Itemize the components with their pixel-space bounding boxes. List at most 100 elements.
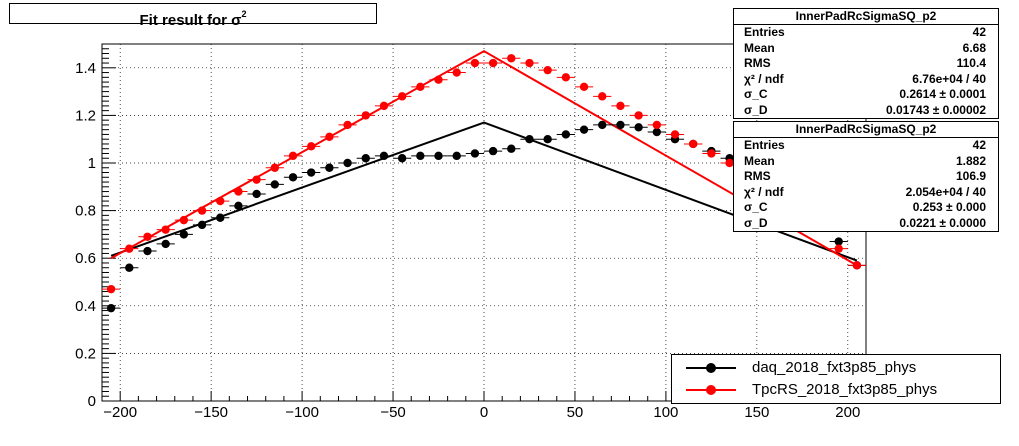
data-point	[416, 151, 425, 161]
data-point	[634, 111, 643, 120]
stats-value: 6.76e+04 / 40	[912, 71, 986, 86]
legend-entry-tpcrs: TpcRS_2018_fxt3p85_phys	[682, 379, 937, 401]
data-point	[561, 130, 571, 139]
plot-title: Fit result for σ2	[9, 3, 377, 29]
data-point	[379, 151, 389, 161]
stats-value: 42	[972, 25, 986, 39]
stats-value: 106.9	[955, 169, 986, 183]
data-point	[616, 101, 625, 111]
stats-label: RMS	[744, 56, 771, 70]
stats-value: 6.68	[962, 40, 986, 55]
x-tick-label: −100	[285, 404, 319, 421]
data-point	[143, 232, 152, 241]
data-point	[452, 151, 461, 161]
data-point	[234, 187, 243, 196]
y-tick-label: 1.4	[75, 60, 96, 77]
data-point	[125, 263, 134, 272]
stats-title: InnerPadRcSigmaSQ_p2	[734, 122, 998, 138]
data-point	[543, 135, 552, 144]
data-point	[288, 173, 298, 182]
data-point	[543, 65, 552, 75]
y-tick-label: 1.2	[75, 107, 96, 124]
data-point	[561, 73, 571, 82]
stats-label: Entries	[744, 138, 785, 152]
plot-title-text: Fit result for σ	[139, 12, 242, 29]
data-point	[361, 111, 370, 120]
stats-row-sigma-c: σ_C 0.253 ± 0.000	[734, 200, 998, 216]
stats-value: 1.882	[955, 153, 986, 168]
y-tick-label: 1	[88, 155, 96, 172]
stats-label: Mean	[744, 40, 775, 55]
data-point	[652, 127, 662, 137]
stats-row-sigma-d: σ_D 0.01743 ± 0.00002	[734, 103, 998, 119]
data-point	[852, 261, 862, 270]
stats-label: Mean	[744, 153, 775, 168]
y-tick-label: 0.2	[75, 345, 96, 362]
x-tick-label: 0	[480, 404, 488, 421]
data-point	[143, 246, 152, 256]
data-point	[670, 130, 680, 139]
y-tick-label: 0.8	[75, 203, 96, 220]
stats-row-sigma-d: σ_D 0.0221 ± 0.0000	[734, 216, 998, 232]
data-point	[325, 132, 334, 142]
legend-marker-icon	[682, 357, 740, 379]
data-point	[598, 120, 607, 130]
data-point	[379, 101, 389, 111]
data-point	[179, 215, 189, 225]
data-point	[725, 158, 734, 168]
data-point	[688, 139, 698, 149]
data-point	[834, 244, 843, 253]
data-point	[252, 175, 261, 184]
stats-row-chi2: χ² / ndf 6.76e+04 / 40	[734, 72, 998, 88]
stats-row-chi2: χ² / ndf 2.054e+04 / 40	[734, 185, 998, 201]
data-point	[106, 284, 116, 294]
stats-row-entries: Entries 42	[734, 138, 998, 154]
data-point	[652, 120, 662, 130]
data-point	[452, 68, 461, 77]
data-point	[325, 163, 334, 172]
data-point	[488, 146, 498, 156]
x-tick-label: 200	[835, 404, 860, 421]
data-point	[707, 149, 716, 158]
data-point	[634, 123, 643, 132]
stats-value: 110.4	[956, 56, 986, 70]
data-point	[161, 225, 170, 234]
stats-label: RMS	[744, 169, 771, 183]
x-tick-label: −50	[380, 404, 405, 421]
stats-label: χ² / ndf	[744, 184, 784, 199]
stats-label: σ_D	[744, 215, 768, 230]
stats-row-sigma-c: σ_C 0.2614 ± 0.0001	[734, 87, 998, 103]
stats-row-rms: RMS 110.4	[734, 56, 998, 72]
legend-label: TpcRS_2018_fxt3p85_phys	[752, 381, 938, 398]
fit-line	[110, 121, 858, 262]
data-point	[234, 201, 243, 211]
plot-title-superscript: 2	[241, 9, 247, 19]
data-point	[125, 244, 134, 253]
stats-label: σ_C	[744, 200, 768, 214]
stats-value: 0.253 ± 0.000	[912, 200, 986, 214]
data-point	[361, 154, 370, 163]
stats-row-entries: Entries 42	[734, 25, 998, 41]
stats-box-tpcrs: InnerPadRcSigmaSQ_p2 Entries 42 Mean 1.882…	[733, 121, 999, 232]
data-point	[579, 82, 589, 92]
stats-label: Entries	[744, 25, 785, 39]
data-point	[179, 230, 189, 239]
stats-label: χ² / ndf	[744, 71, 784, 86]
data-point	[106, 303, 116, 313]
data-point	[397, 154, 407, 163]
stats-label: σ_D	[744, 102, 768, 117]
stats-label: σ_C	[744, 87, 768, 101]
data-point	[525, 58, 534, 68]
data-point	[397, 92, 407, 101]
stats-value: 42	[972, 138, 986, 152]
data-point	[434, 75, 443, 84]
data-point	[270, 180, 280, 189]
x-tick-label: 50	[567, 404, 584, 421]
data-point	[343, 158, 352, 168]
y-tick-label: 0	[88, 393, 96, 410]
legend-marker-icon	[682, 379, 740, 401]
stats-box-daq: InnerPadRcSigmaSQ_p2 Entries 42 Mean 6.68 …	[733, 8, 999, 119]
x-tick-label: −150	[194, 404, 228, 421]
y-tick-label: 0.4	[75, 298, 96, 315]
data-point	[197, 220, 207, 230]
